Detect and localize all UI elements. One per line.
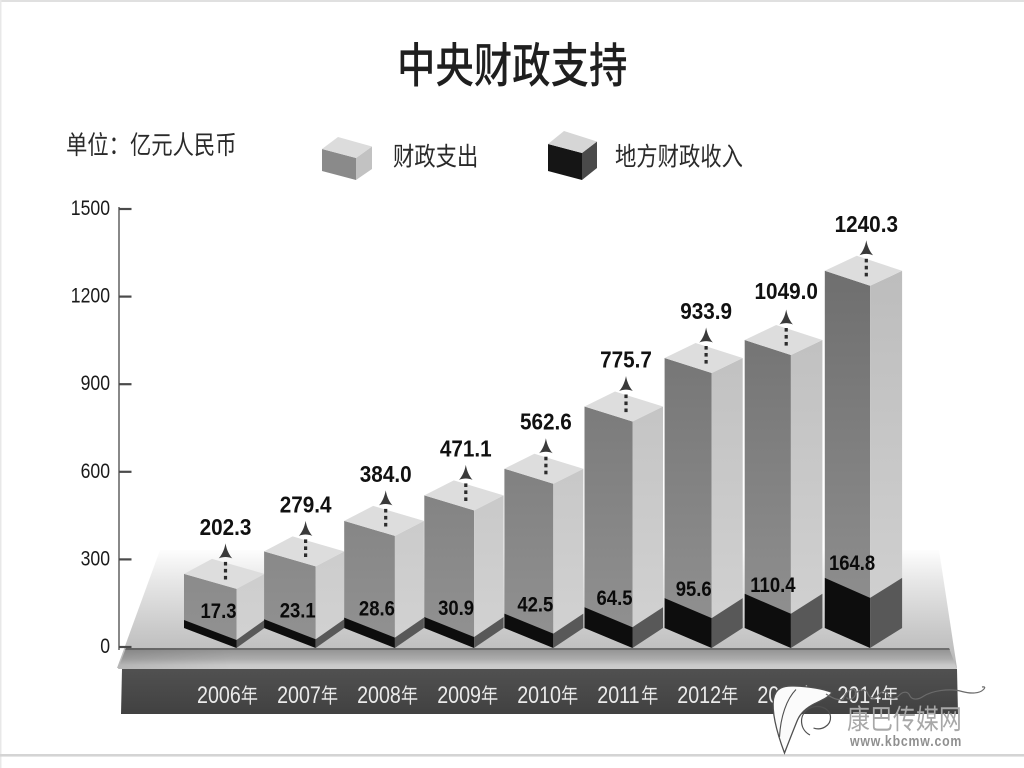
svg-text:17.3: 17.3 — [201, 600, 237, 623]
svg-text:900: 900 — [81, 372, 110, 396]
svg-text:28.6: 28.6 — [359, 598, 395, 621]
svg-text:www.kbcmw.com: www.kbcmw.com — [849, 733, 962, 749]
svg-text:775.7: 775.7 — [600, 346, 652, 372]
svg-text:562.6: 562.6 — [520, 409, 572, 435]
svg-text:471.1: 471.1 — [440, 435, 492, 461]
svg-text:279.4: 279.4 — [280, 491, 333, 517]
svg-text:0: 0 — [100, 634, 110, 658]
svg-text:300: 300 — [81, 547, 110, 571]
svg-text:2014: 2014 — [837, 681, 881, 708]
svg-text:95.6: 95.6 — [676, 578, 712, 601]
svg-text:933.9: 933.9 — [680, 298, 732, 324]
svg-text:2009: 2009 — [437, 681, 481, 708]
svg-text:2010: 2010 — [517, 681, 561, 708]
svg-text:23.1: 23.1 — [280, 599, 316, 622]
svg-text:164.8: 164.8 — [829, 552, 875, 575]
svg-text:2006: 2006 — [197, 681, 241, 708]
svg-text:600: 600 — [81, 459, 110, 483]
svg-text:1049.0: 1049.0 — [755, 278, 818, 304]
svg-text:2012: 2012 — [677, 681, 721, 708]
svg-text:384.0: 384.0 — [360, 461, 412, 487]
svg-text:30.9: 30.9 — [438, 597, 474, 620]
svg-text:1200: 1200 — [71, 284, 110, 308]
svg-text:42.5: 42.5 — [517, 594, 553, 617]
svg-text:2011: 2011 — [597, 681, 639, 708]
svg-text:110.4: 110.4 — [750, 574, 795, 597]
svg-text:2008: 2008 — [357, 681, 401, 708]
svg-text:1500: 1500 — [71, 196, 110, 220]
svg-text:64.5: 64.5 — [597, 587, 633, 610]
svg-text:1240.3: 1240.3 — [835, 211, 898, 237]
svg-text:2007: 2007 — [277, 681, 321, 708]
svg-text:202.3: 202.3 — [200, 514, 252, 540]
